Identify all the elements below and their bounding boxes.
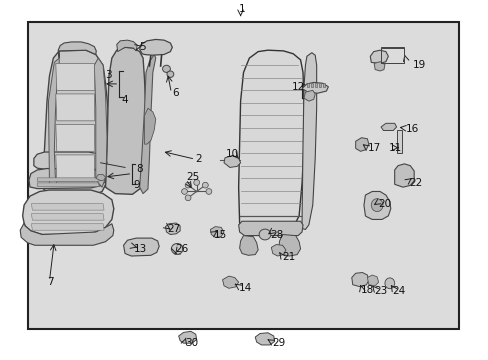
- Text: 20: 20: [378, 199, 391, 210]
- Bar: [310, 83, 313, 87]
- Ellipse shape: [185, 182, 191, 188]
- Polygon shape: [210, 226, 224, 237]
- Text: 3: 3: [105, 70, 112, 80]
- Polygon shape: [42, 50, 109, 196]
- Polygon shape: [351, 273, 368, 287]
- Polygon shape: [58, 42, 96, 58]
- Text: 1: 1: [238, 4, 245, 14]
- Polygon shape: [123, 238, 159, 256]
- Ellipse shape: [370, 199, 382, 212]
- Text: 8: 8: [136, 163, 142, 174]
- Text: 5: 5: [140, 42, 146, 51]
- Text: 12: 12: [292, 82, 305, 93]
- Ellipse shape: [205, 189, 211, 194]
- Text: 16: 16: [405, 124, 418, 134]
- Ellipse shape: [384, 278, 394, 289]
- Polygon shape: [224, 156, 240, 167]
- Polygon shape: [96, 175, 105, 181]
- Polygon shape: [238, 221, 303, 235]
- Text: 25: 25: [185, 172, 199, 182]
- Polygon shape: [140, 40, 172, 55]
- Text: 10: 10: [225, 149, 239, 159]
- Bar: [380, 47, 404, 63]
- Ellipse shape: [259, 229, 270, 240]
- Text: 28: 28: [269, 230, 283, 239]
- Ellipse shape: [202, 182, 208, 188]
- Bar: [396, 130, 401, 153]
- Polygon shape: [56, 63, 95, 90]
- Text: 24: 24: [392, 286, 405, 296]
- Polygon shape: [363, 192, 390, 220]
- Text: 15: 15: [214, 230, 227, 239]
- Polygon shape: [302, 53, 316, 229]
- Bar: [318, 83, 321, 87]
- Text: 4: 4: [122, 95, 128, 105]
- Polygon shape: [238, 50, 304, 233]
- Polygon shape: [271, 244, 285, 256]
- Text: 6: 6: [172, 88, 179, 98]
- Polygon shape: [56, 155, 95, 182]
- Polygon shape: [22, 190, 114, 234]
- Polygon shape: [29, 168, 105, 189]
- Text: 19: 19: [412, 59, 425, 69]
- Polygon shape: [366, 275, 378, 286]
- Ellipse shape: [171, 243, 183, 254]
- Polygon shape: [178, 331, 196, 343]
- Polygon shape: [304, 90, 315, 101]
- Polygon shape: [239, 235, 258, 255]
- Polygon shape: [373, 62, 384, 71]
- Bar: [314, 83, 317, 87]
- Polygon shape: [302, 82, 328, 93]
- Ellipse shape: [166, 71, 173, 77]
- Text: 11: 11: [387, 143, 401, 153]
- Text: 23: 23: [373, 286, 386, 296]
- Text: 22: 22: [408, 178, 422, 188]
- Text: 7: 7: [47, 277, 54, 287]
- Ellipse shape: [162, 65, 170, 72]
- Polygon shape: [56, 125, 95, 151]
- Polygon shape: [31, 204, 104, 210]
- Polygon shape: [31, 224, 104, 230]
- Polygon shape: [394, 164, 413, 187]
- Text: 17: 17: [366, 143, 380, 153]
- Polygon shape: [94, 58, 107, 187]
- Polygon shape: [144, 108, 156, 144]
- Polygon shape: [56, 94, 95, 121]
- Text: 13: 13: [133, 244, 146, 254]
- Ellipse shape: [193, 180, 199, 185]
- Polygon shape: [369, 50, 387, 63]
- Polygon shape: [117, 40, 137, 51]
- Polygon shape: [37, 178, 99, 181]
- Polygon shape: [31, 214, 104, 220]
- Polygon shape: [140, 54, 156, 194]
- Polygon shape: [380, 123, 396, 131]
- Text: 27: 27: [167, 225, 181, 234]
- Polygon shape: [278, 234, 300, 256]
- Ellipse shape: [185, 195, 191, 201]
- Text: 21: 21: [282, 252, 295, 262]
- Polygon shape: [34, 152, 107, 169]
- Polygon shape: [20, 223, 114, 245]
- Polygon shape: [222, 276, 238, 288]
- Polygon shape: [48, 58, 59, 184]
- Bar: [306, 83, 309, 87]
- Text: 14: 14: [238, 283, 251, 293]
- Polygon shape: [37, 183, 99, 186]
- Text: 18: 18: [360, 285, 373, 296]
- Ellipse shape: [181, 189, 187, 194]
- Polygon shape: [165, 223, 180, 234]
- Bar: [27, 22, 458, 329]
- Polygon shape: [105, 47, 146, 194]
- Text: 9: 9: [133, 180, 140, 190]
- Text: 29: 29: [271, 338, 285, 348]
- Bar: [380, 48, 404, 63]
- Polygon shape: [355, 138, 368, 151]
- Text: 26: 26: [175, 244, 188, 254]
- Bar: [322, 83, 325, 87]
- Text: 30: 30: [184, 338, 198, 348]
- Polygon shape: [255, 333, 274, 345]
- Text: 2: 2: [195, 154, 202, 164]
